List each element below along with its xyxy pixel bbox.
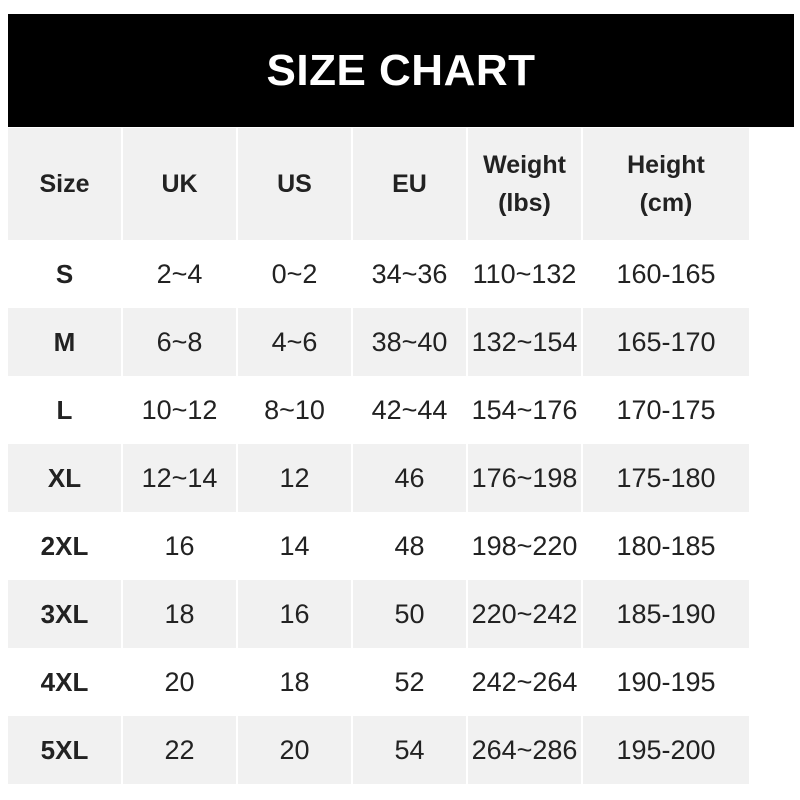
table-row: 5XL 22 20 54 264~286 195-200: [8, 716, 800, 784]
cell-size: 3XL: [8, 580, 121, 648]
cell-eu: 48: [353, 512, 466, 580]
cell-eu: 50: [353, 580, 466, 648]
cell-us: 20: [238, 716, 351, 784]
cell-us: 4~6: [238, 308, 351, 376]
cell-height: 180-185: [583, 512, 749, 580]
cell-uk: 2~4: [123, 240, 236, 308]
cell-weight: 132~154: [468, 308, 581, 376]
cell-size: 4XL: [8, 648, 121, 716]
header-size: Size: [8, 128, 121, 240]
cell-size: M: [8, 308, 121, 376]
cell-eu: 42~44: [353, 376, 466, 444]
cell-height: 190-195: [583, 648, 749, 716]
cell-eu: 52: [353, 648, 466, 716]
cell-eu: 38~40: [353, 308, 466, 376]
header-us: US: [238, 128, 351, 240]
cell-size: S: [8, 240, 121, 308]
table-body: S 2~4 0~2 34~36 110~132 160-165 M 6~8 4~6 38~40 13…: [8, 240, 800, 784]
header-eu: EU: [353, 128, 466, 240]
table-row: 3XL 18 16 50 220~242 185-190: [8, 580, 800, 648]
cell-weight: 198~220: [468, 512, 581, 580]
table-row: L 10~12 8~10 42~44 154~176 170-175: [8, 376, 800, 444]
cell-size: 5XL: [8, 716, 121, 784]
cell-height: 175-180: [583, 444, 749, 512]
table-row: 2XL 16 14 48 198~220 180-185: [8, 512, 800, 580]
cell-eu: 34~36: [353, 240, 466, 308]
table-row: S 2~4 0~2 34~36 110~132 160-165: [8, 240, 800, 308]
header-size-label: Size: [39, 170, 90, 198]
cell-weight: 220~242: [468, 580, 581, 648]
table-row: 4XL 20 18 52 242~264 190-195: [8, 648, 800, 716]
cell-height: 165-170: [583, 308, 749, 376]
header-weight-label: Weight: [483, 151, 566, 179]
header-us-label: US: [277, 170, 312, 198]
header-uk-label: UK: [161, 170, 198, 198]
cell-uk: 18: [123, 580, 236, 648]
cell-weight: 176~198: [468, 444, 581, 512]
cell-us: 8~10: [238, 376, 351, 444]
cell-us: 14: [238, 512, 351, 580]
cell-us: 16: [238, 580, 351, 648]
cell-eu: 46: [353, 444, 466, 512]
cell-uk: 10~12: [123, 376, 236, 444]
cell-weight: 110~132: [468, 240, 581, 308]
cell-weight: 264~286: [468, 716, 581, 784]
header-height: Height (cm): [583, 128, 749, 240]
cell-eu: 54: [353, 716, 466, 784]
cell-uk: 6~8: [123, 308, 236, 376]
cell-height: 170-175: [583, 376, 749, 444]
cell-uk: 20: [123, 648, 236, 716]
cell-size: 2XL: [8, 512, 121, 580]
table-row: M 6~8 4~6 38~40 132~154 165-170: [8, 308, 800, 376]
header-height-label: Height: [627, 151, 705, 179]
cell-weight: 242~264: [468, 648, 581, 716]
header-uk: UK: [123, 128, 236, 240]
cell-uk: 22: [123, 716, 236, 784]
cell-uk: 16: [123, 512, 236, 580]
header-row: Size UK US EU Weight (lbs) Height (cm): [8, 128, 800, 240]
cell-size: XL: [8, 444, 121, 512]
header-weight: Weight (lbs): [468, 128, 581, 240]
title-text: SIZE CHART: [266, 45, 536, 95]
cell-weight: 154~176: [468, 376, 581, 444]
cell-us: 0~2: [238, 240, 351, 308]
cell-uk: 12~14: [123, 444, 236, 512]
size-table: Size UK US EU Weight (lbs) Height (cm) S 2~4 0~2 3…: [6, 128, 800, 784]
cell-height: 195-200: [583, 716, 749, 784]
header-eu-label: EU: [392, 170, 427, 198]
header-height-unit: (cm): [639, 189, 693, 217]
header-weight-unit: (lbs): [498, 189, 551, 217]
cell-size: L: [8, 376, 121, 444]
cell-height: 185-190: [583, 580, 749, 648]
cell-us: 18: [238, 648, 351, 716]
cell-us: 12: [238, 444, 351, 512]
table-row: XL 12~14 12 46 176~198 175-180: [8, 444, 800, 512]
cell-height: 160-165: [583, 240, 749, 308]
size-chart-title: SIZE CHART: [8, 14, 794, 127]
